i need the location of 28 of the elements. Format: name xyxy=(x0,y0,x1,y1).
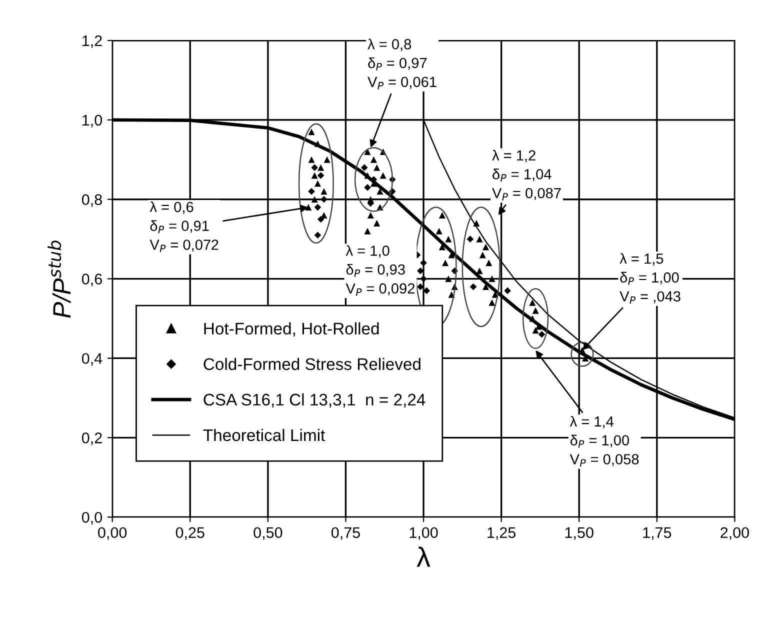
x-tick-label: 0,00 xyxy=(98,527,127,540)
x-axis-title: λ xyxy=(416,546,430,567)
y-tick-label: 0,4 xyxy=(82,353,102,366)
x-tick-label: 1,75 xyxy=(643,527,672,540)
annotation: λ = 0,8 δ$_{P}$ = 0,97 V$_{P}$ = 0,061 xyxy=(368,38,436,90)
x-tick-label: 1,25 xyxy=(488,527,516,540)
annotation: λ = 0,6 δ$_{P}$ = 0,91 V$_{P}$ = 0,072 xyxy=(150,201,218,252)
x-tick-label: 1,00 xyxy=(410,527,438,540)
annotation: λ = 1,2 δ$_{P}$ = 1,04 V$_{P}$ = 0,087 xyxy=(492,150,561,201)
annotation: λ = 1,5 δ$_{P}$ = 1,00 V$_{P}$ = ,043 xyxy=(620,253,680,304)
x-tick-label: 1,50 xyxy=(565,527,594,540)
y-tick-label: 1,0 xyxy=(82,114,102,128)
x-tick-label: 0,25 xyxy=(176,527,204,540)
y-tick-label: 0,8 xyxy=(82,194,102,207)
y-axis-title: P/P$^{stub}$ xyxy=(48,240,71,318)
x-tick-label: 0,50 xyxy=(254,527,282,540)
y-tick-label: 0,6 xyxy=(82,274,102,286)
annotation: λ = 1,0 δ$_{P}$ = 0,93 V$_{P}$ = 0,092 xyxy=(346,245,415,296)
legend-label: Theoretical Limit xyxy=(203,428,326,442)
legend-label: Hot-Formed, Hot-Rolled xyxy=(204,322,379,336)
x-tick-label: 0,75 xyxy=(331,527,360,540)
y-tick-label: 0,0 xyxy=(82,512,102,525)
legend-label: Cold-Formed Stress Relieved xyxy=(204,358,420,370)
y-tick-label: 1,2 xyxy=(82,35,102,48)
legend-label: CSA S16,1 Cl 13,3,1 n = 2,24 xyxy=(204,393,426,408)
annotation: λ = 1,4 δ$_{P}$ = 1,00 V$_{P}$ = 0,058 xyxy=(570,416,639,467)
y-tick-label: 0,2 xyxy=(82,432,102,446)
x-tick-label: 2,00 xyxy=(720,527,749,540)
